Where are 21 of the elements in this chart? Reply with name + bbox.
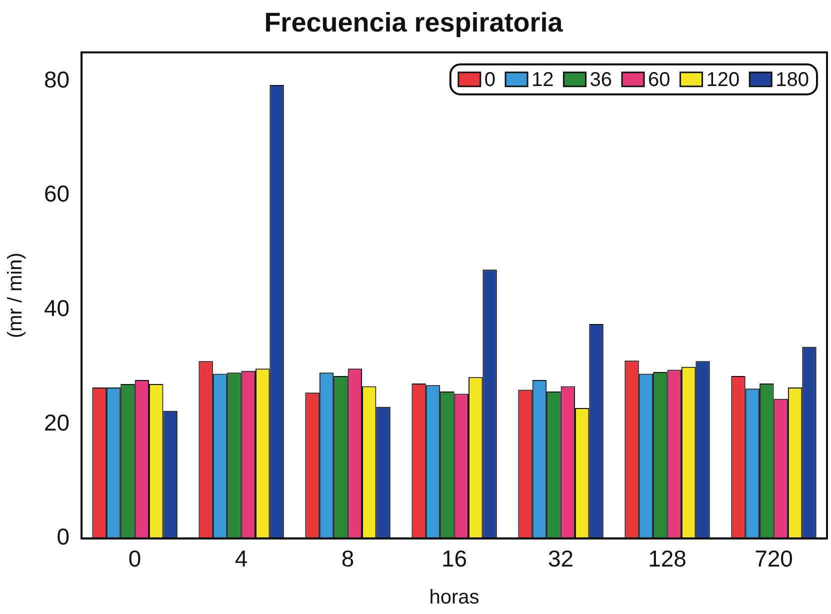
legend-label: 120	[706, 68, 740, 91]
y-tick-label: 20	[44, 409, 70, 436]
y-tick-label: 60	[44, 180, 70, 207]
y-tick-label: 80	[44, 66, 70, 92]
x-tick-label: 720	[754, 546, 793, 572]
y-tick-label: 40	[44, 295, 70, 322]
x-axis-title: horas	[429, 586, 480, 609]
y-tick-label: 0	[56, 524, 70, 550]
legend-label: 0	[484, 68, 496, 91]
y-axis-title: (mr / min)	[4, 252, 27, 338]
legend-label: 180	[776, 68, 810, 91]
legend-label: 12	[532, 68, 554, 91]
x-tick-label: 128	[648, 546, 686, 572]
x-tick-label: 8	[341, 546, 354, 572]
chart-title: Frecuencia respiratoria	[264, 8, 564, 38]
legend-label: 60	[648, 68, 670, 91]
x-tick-label: 0	[128, 546, 142, 572]
legend-label: 36	[590, 68, 612, 91]
x-tick-label: 4	[234, 546, 248, 572]
x-tick-label: 32	[548, 546, 574, 572]
x-tick-label: 16	[441, 546, 468, 572]
